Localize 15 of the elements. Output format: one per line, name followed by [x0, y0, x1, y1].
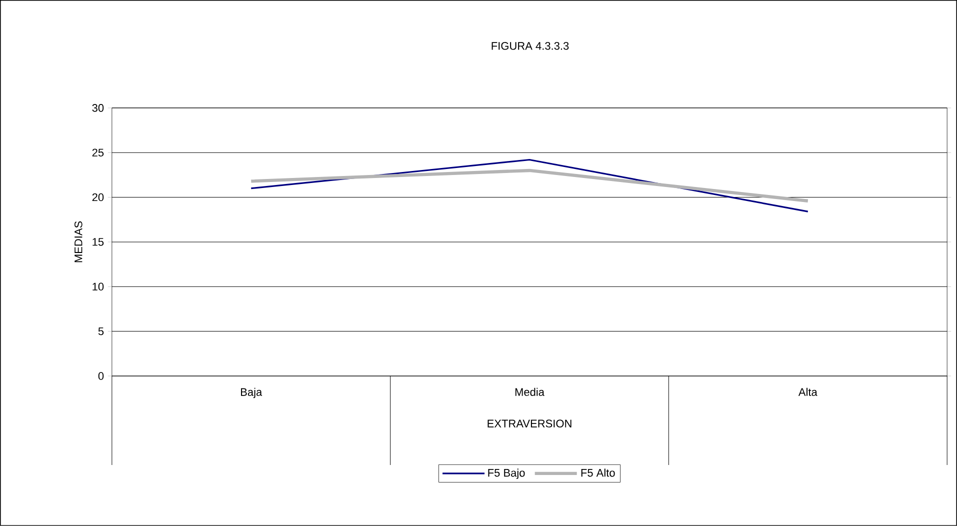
x-tick-label: Baja	[241, 388, 262, 398]
legend-label: F5 Alto	[581, 468, 615, 477]
x-tick-label: Media	[515, 388, 544, 396]
legend-label: F5 Bajo	[488, 468, 525, 479]
x-tick-label: Alta	[798, 388, 818, 396]
y-tick-label: 25	[92, 148, 104, 157]
chart-title: FIGURA 4.3.3.3	[492, 42, 569, 50]
x-axis-title: EXTRAVERSION	[488, 420, 572, 428]
y-tick-label: 15	[92, 238, 104, 246]
y-tick-label: 30	[92, 104, 104, 112]
y-tick-label: 5	[98, 328, 104, 336]
y-tick-label: 10	[92, 282, 104, 291]
y-tick-label: 20	[92, 193, 104, 202]
y-tick-label: 0	[98, 372, 104, 380]
y-axis-title: MEDIAS	[74, 221, 82, 262]
